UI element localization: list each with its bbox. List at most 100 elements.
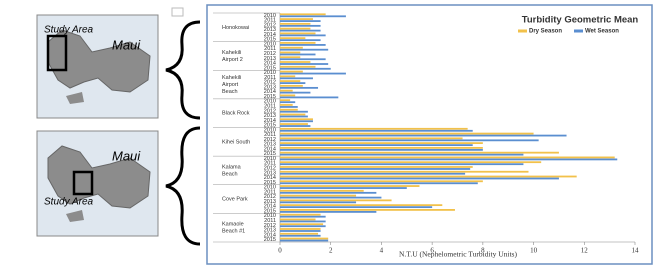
bar — [280, 18, 313, 20]
bar — [280, 177, 559, 180]
map-label: Study Area — [44, 25, 94, 36]
y-tick-label: 2014 — [264, 146, 276, 152]
legend-label: Wet Season — [585, 29, 619, 35]
bar — [280, 53, 316, 56]
y-tick-label: 2014 — [264, 175, 276, 181]
bar — [280, 82, 306, 84]
y-tick-label: 2012 — [264, 223, 276, 229]
y-tick-label: 2012 — [264, 51, 276, 57]
bar — [280, 115, 308, 118]
bar — [280, 22, 311, 25]
bar — [280, 211, 377, 213]
y-tick-label: 2014 — [264, 89, 276, 95]
bar — [280, 215, 326, 218]
bar — [280, 15, 346, 18]
bar — [280, 118, 313, 121]
bar — [280, 132, 534, 135]
y-tick-label: 2015 — [264, 65, 276, 71]
bar — [280, 91, 311, 94]
bar — [280, 175, 577, 178]
bar — [280, 228, 321, 230]
x-tick-label: 8 — [481, 247, 485, 255]
y-tick-label: 2011 — [264, 75, 276, 81]
bar — [280, 94, 296, 97]
x-tick-label: 12 — [581, 247, 589, 255]
bar — [280, 63, 329, 65]
bar — [280, 142, 483, 145]
y-tick-label: 2014 — [264, 118, 276, 124]
bar — [280, 89, 293, 92]
bar — [280, 180, 483, 183]
y-tick-label: 2010 — [264, 213, 276, 219]
bar — [280, 65, 316, 68]
bar — [280, 146, 483, 149]
site-label: Kihei South — [222, 139, 250, 145]
site-label: Kahekili — [222, 75, 241, 81]
bar — [280, 75, 296, 78]
y-tick-label: 2012 — [264, 166, 276, 172]
bar — [280, 166, 473, 168]
bar — [280, 13, 326, 16]
bar — [280, 61, 311, 63]
y-tick-label: 2012 — [264, 22, 276, 28]
chart: Turbidity Geometric Mean N.T.U (Nephelom… — [213, 12, 639, 259]
bar — [280, 199, 392, 202]
site-label: Beach — [222, 89, 238, 95]
y-tick-label: 2010 — [264, 156, 276, 162]
y-tick-label: 2014 — [264, 32, 276, 38]
bar — [280, 187, 407, 189]
y-tick-label: 2011 — [264, 18, 276, 24]
y-tick-label: 2012 — [264, 137, 276, 143]
bar — [280, 99, 291, 102]
bar — [280, 172, 466, 175]
y-tick-label: 2011 — [264, 161, 276, 167]
y-tick-label: 2013 — [264, 56, 276, 62]
islet — [66, 210, 84, 222]
site-label: Airport — [222, 82, 239, 88]
bar — [280, 213, 321, 216]
bar — [280, 182, 478, 185]
site-label: Kamaole — [222, 222, 244, 228]
bar — [280, 37, 306, 40]
y-tick-label: 2010 — [264, 127, 276, 133]
y-tick-label: 2011 — [264, 103, 276, 109]
bar — [280, 209, 455, 211]
y-tick-label: 2013 — [264, 84, 276, 90]
y-tick-label: 2011 — [264, 189, 276, 195]
y-tick-label: 2014 — [264, 232, 276, 238]
bar — [280, 151, 559, 154]
y-tick-label: 2011 — [264, 218, 276, 224]
bar — [280, 139, 539, 142]
map-island: Maui — [112, 148, 141, 163]
bar — [280, 113, 306, 116]
x-tick-label: 2 — [329, 247, 333, 255]
y-tick-label: 2015 — [264, 94, 276, 100]
bar — [280, 191, 377, 194]
bar — [280, 108, 298, 111]
y-tick-label: 2011 — [264, 132, 276, 138]
chart-title: Turbidity Geometric Mean — [522, 15, 639, 26]
bar — [280, 218, 316, 221]
bar — [280, 96, 339, 99]
y-tick-label: 2015 — [264, 180, 276, 186]
bar — [280, 225, 326, 228]
bar — [280, 84, 303, 87]
bar — [280, 153, 524, 156]
y-tick-label: 2012 — [264, 108, 276, 114]
bar — [280, 220, 326, 223]
bar — [280, 194, 357, 197]
bar — [280, 189, 364, 192]
bar — [280, 46, 303, 49]
study-box — [46, 34, 68, 72]
bar — [280, 158, 618, 161]
bar — [280, 201, 357, 204]
bar — [280, 234, 321, 237]
x-tick-label: 10 — [530, 247, 538, 255]
bar — [280, 72, 346, 75]
x-tick-label: 6 — [430, 247, 434, 255]
bar — [280, 196, 382, 199]
y-tick-label: 2014 — [264, 61, 276, 67]
bar — [280, 230, 321, 232]
y-tick-label: 2010 — [264, 13, 276, 19]
